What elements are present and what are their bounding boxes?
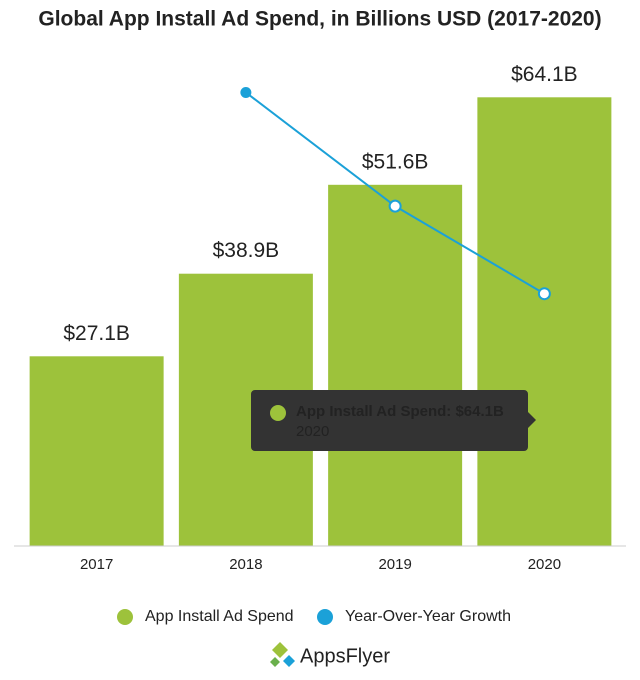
bar (477, 97, 612, 547)
bar (328, 184, 463, 547)
brand-logo: AppsFlyer (270, 642, 390, 667)
legend-marker[interactable] (117, 609, 133, 625)
x-tick-label: 2017 (80, 556, 113, 573)
brand-name: AppsFlyer (300, 645, 390, 667)
line-point (537, 287, 551, 301)
logo-shape (272, 642, 288, 658)
data-label: $27.1B (63, 322, 130, 345)
line-point (240, 86, 252, 98)
legend-label[interactable]: App Install Ad Spend (145, 608, 294, 625)
chart-title: Global App Install Ad Spend, in Billions… (38, 8, 601, 31)
logo-shape (283, 655, 295, 667)
x-tick-label: 2020 (528, 556, 561, 573)
tooltip-marker (270, 405, 286, 421)
legend-label[interactable]: Year-Over-Year Growth (345, 608, 511, 625)
tooltip-category: 2020 (296, 423, 329, 440)
bar (29, 356, 164, 546)
data-label: $64.1B (511, 63, 578, 86)
logo-shape (270, 657, 280, 667)
x-tick-label: 2018 (229, 556, 262, 573)
line-point (388, 199, 402, 213)
tooltip: App Install Ad Spend: $64.1B 2020 (251, 390, 536, 451)
data-label: $38.9B (213, 239, 280, 262)
tooltip-box (251, 390, 536, 451)
tooltip-label: App Install Ad Spend: $64.1B (296, 403, 504, 420)
x-tick-label: 2019 (378, 556, 411, 573)
data-label: $51.6B (362, 150, 429, 173)
legend-marker[interactable] (317, 609, 333, 625)
